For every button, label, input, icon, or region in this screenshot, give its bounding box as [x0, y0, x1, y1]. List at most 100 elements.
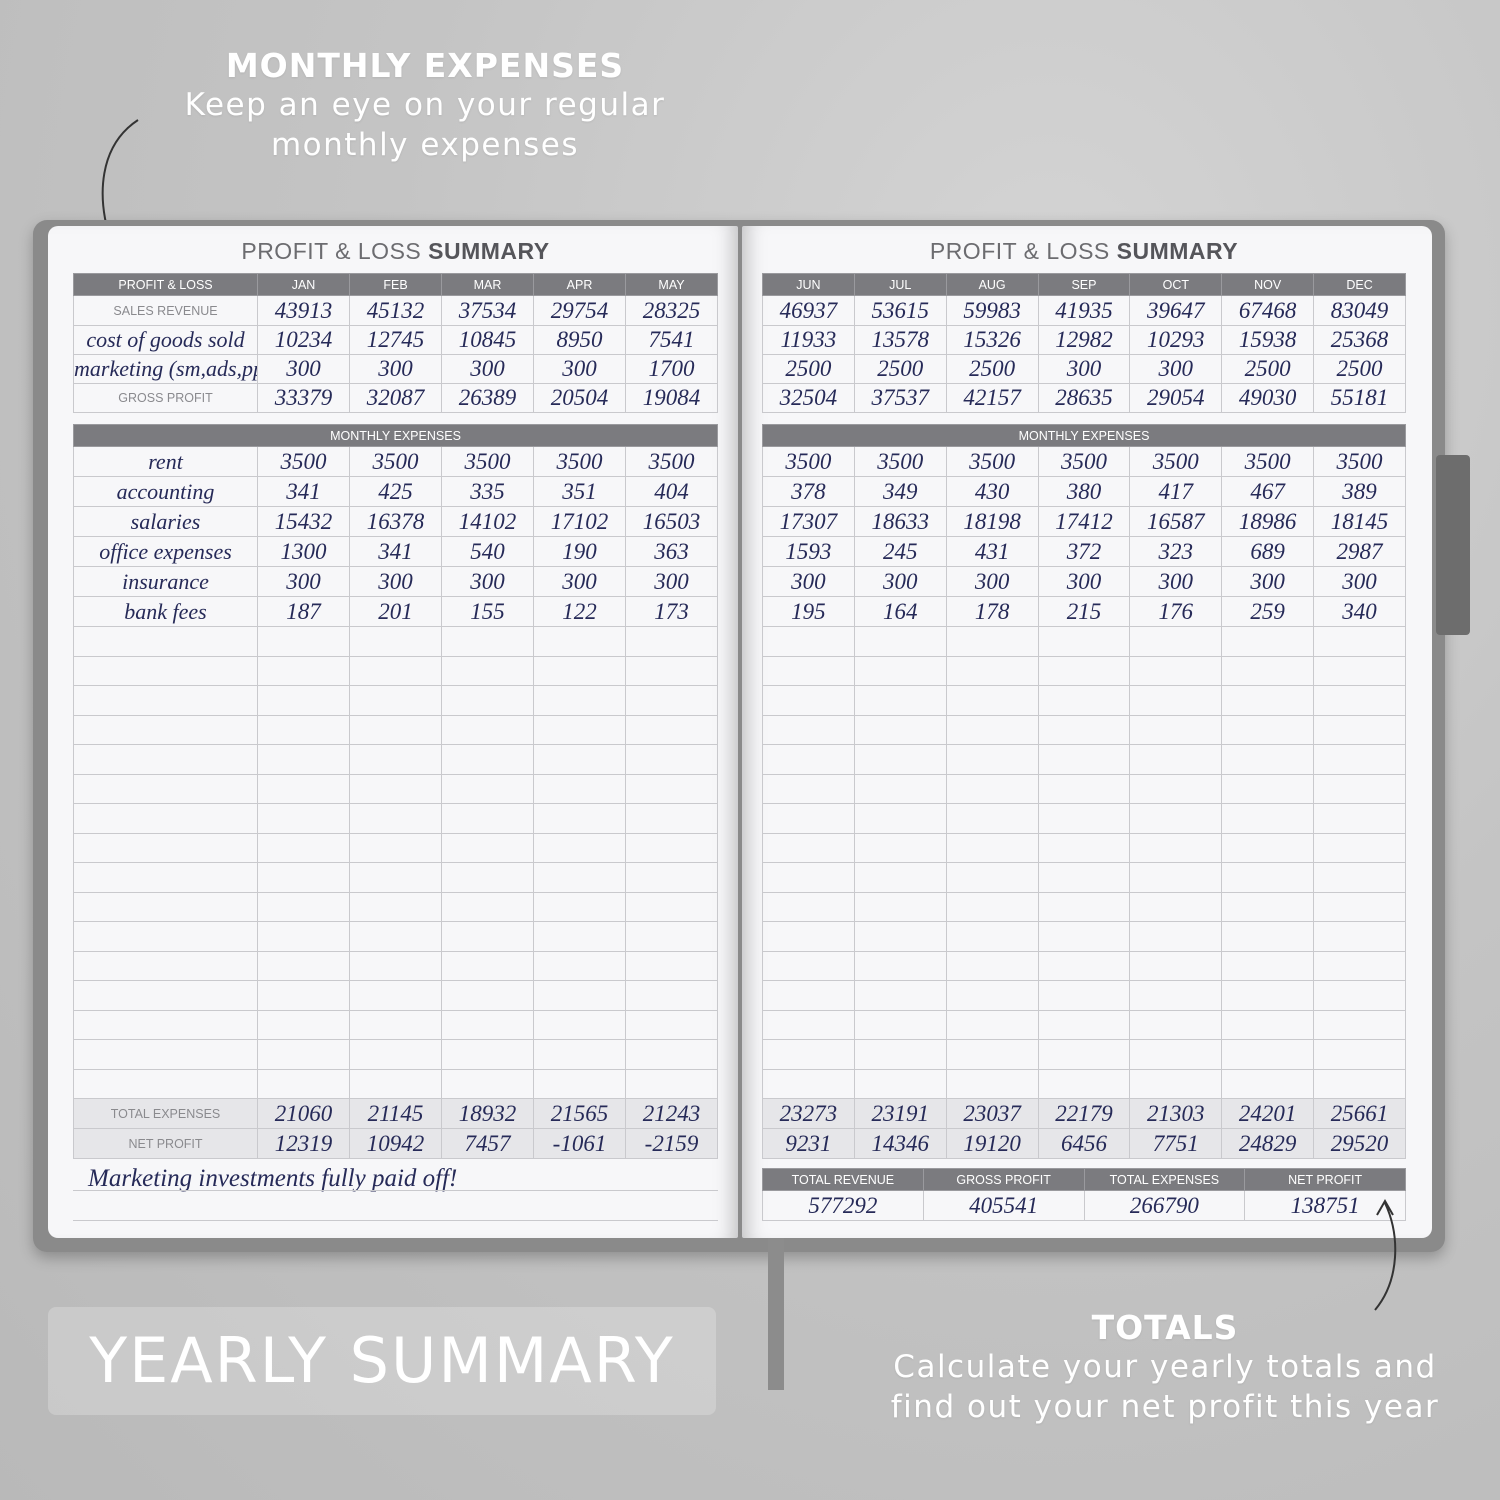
row-label: accounting	[73, 476, 258, 507]
empty-cell	[533, 891, 626, 922]
value-cell: 190	[533, 536, 626, 567]
annotation-line: Calculate your yearly totals and	[893, 1349, 1437, 1385]
table-row: 378 349 430 380 417 467 389	[762, 476, 1406, 507]
row-label: insurance	[73, 566, 258, 597]
value-cell: 173	[625, 596, 718, 627]
empty-cell	[349, 626, 442, 657]
month-header-dec: DEC	[1313, 273, 1406, 296]
empty-cell	[349, 891, 442, 922]
row-label: rent	[73, 446, 258, 477]
value-cell: 67468	[1221, 295, 1315, 326]
table-row	[762, 655, 1406, 686]
empty-cell	[533, 803, 626, 834]
empty-cell	[73, 980, 258, 1011]
empty-cell	[257, 862, 350, 893]
value-cell: 11933	[762, 325, 855, 355]
value-cell: 28635	[1037, 383, 1131, 413]
value-cell: 341	[349, 536, 442, 567]
value-cell: 49030	[1221, 383, 1315, 413]
empty-cell	[349, 744, 442, 775]
empty-cell	[1221, 626, 1315, 657]
table-row: 2500 2500 2500 300 300 2500 2500	[762, 354, 1406, 384]
empty-cell	[853, 950, 947, 981]
table-row	[762, 921, 1406, 952]
value-cell: 10293	[1129, 325, 1223, 355]
value-cell: 41935	[1037, 295, 1131, 326]
value-cell: 22179	[1037, 1098, 1131, 1129]
empty-cell	[1221, 832, 1315, 863]
empty-cell	[853, 891, 947, 922]
empty-cell	[73, 714, 258, 745]
table-row: GROSS PROFIT 33379 32087 26389 20504 19084	[73, 383, 718, 413]
note-line	[73, 1190, 718, 1191]
empty-cell	[73, 803, 258, 834]
value-cell: 32504	[762, 383, 855, 413]
table-row: NET PROFIT 12319 10942 7457 -1061 -2159	[73, 1128, 718, 1159]
empty-cell	[257, 655, 350, 686]
empty-cell	[1221, 1039, 1315, 1070]
value-cell: 300	[441, 566, 534, 597]
empty-cell	[533, 714, 626, 745]
empty-cell	[533, 744, 626, 775]
empty-cell	[441, 1009, 534, 1040]
empty-cell	[73, 1009, 258, 1040]
value-cell: 300	[1129, 566, 1223, 597]
value-cell: 28325	[625, 295, 718, 326]
table-row	[73, 891, 718, 922]
table-row	[73, 1039, 718, 1070]
value-cell: 83049	[1313, 295, 1406, 326]
empty-cell	[441, 1068, 534, 1099]
value-cell: 24829	[1221, 1128, 1315, 1159]
table-row: 32504 37537 42157 28635 29054 49030 55181	[762, 383, 1406, 413]
empty-cell	[853, 773, 947, 804]
empty-cell	[257, 1009, 350, 1040]
value-cell: 3500	[257, 446, 350, 477]
empty-cell	[257, 891, 350, 922]
empty-cell	[73, 626, 258, 657]
empty-cell	[853, 803, 947, 834]
empty-cell	[853, 714, 947, 745]
table-row	[73, 655, 718, 686]
totals-header: TOTAL EXPENSES	[1083, 1168, 1246, 1191]
empty-cell	[762, 1068, 855, 1099]
empty-cell	[349, 980, 442, 1011]
row-label: office expenses	[73, 536, 258, 567]
value-cell: 689	[1221, 536, 1315, 567]
note-line	[73, 1220, 718, 1221]
value-cell: 3500	[1037, 446, 1131, 477]
table-row: 11933 13578 15326 12982 10293 15938 25368	[762, 325, 1406, 355]
empty-cell	[73, 655, 258, 686]
table-row	[762, 1039, 1406, 1070]
table-row	[73, 832, 718, 863]
table-row	[73, 685, 718, 716]
table-row	[73, 773, 718, 804]
table-row	[762, 685, 1406, 716]
empty-cell	[853, 862, 947, 893]
value-cell: 300	[257, 354, 350, 384]
value-cell: 3500	[1221, 446, 1315, 477]
empty-cell	[533, 950, 626, 981]
empty-cell	[945, 1068, 1039, 1099]
empty-cell	[349, 1068, 442, 1099]
empty-cell	[625, 1009, 718, 1040]
value-cell: 164	[853, 596, 947, 627]
value-cell: 201	[349, 596, 442, 627]
value-cell: 122	[533, 596, 626, 627]
month-header-jun: JUN	[762, 273, 855, 296]
table-row	[762, 832, 1406, 863]
value-cell: 417	[1129, 476, 1223, 507]
value-cell: 3500	[853, 446, 947, 477]
empty-cell	[349, 921, 442, 952]
empty-cell	[441, 685, 534, 716]
table-row	[73, 714, 718, 745]
header-cell: PROFIT & LOSS	[73, 273, 258, 296]
empty-cell	[853, 655, 947, 686]
value-cell: 1593	[762, 536, 855, 567]
table-row: 1593 245 431 372 323 689 2987	[762, 536, 1406, 567]
empty-cell	[1221, 980, 1315, 1011]
row-label: salaries	[73, 506, 258, 537]
value-cell: 430	[945, 476, 1039, 507]
empty-cell	[1037, 773, 1131, 804]
row-label: bank fees	[73, 596, 258, 627]
empty-cell	[762, 1009, 855, 1040]
